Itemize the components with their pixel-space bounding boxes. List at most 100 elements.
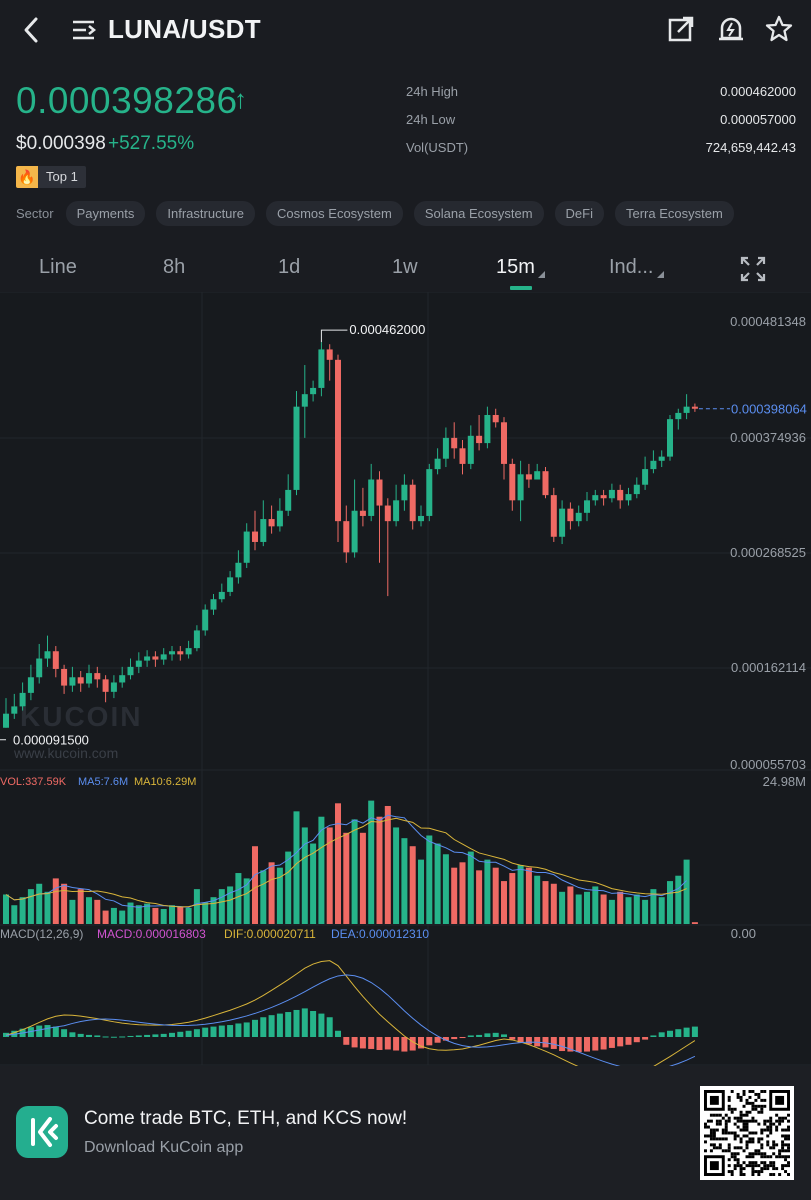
qr-module [766, 1164, 770, 1168]
qr-module [769, 1131, 773, 1135]
candle-body [492, 414, 499, 423]
qr-module [754, 1107, 758, 1111]
candle-body [426, 469, 433, 516]
sector-chip-infrastructure[interactable]: Infrastructure [156, 201, 255, 226]
volume-bar [293, 811, 300, 924]
macd-bar [667, 1030, 673, 1037]
macd-bar [293, 1009, 300, 1037]
qr-module [704, 1134, 707, 1138]
candle-body [658, 456, 665, 461]
qr-module [781, 1155, 785, 1159]
volume-bar [584, 891, 590, 924]
candle-body [667, 419, 673, 457]
candle-body [160, 654, 167, 660]
sector-chip-cosmos-ecosystem[interactable]: Cosmos Ecosystem [265, 201, 403, 226]
macd-bar [202, 1027, 209, 1037]
qr-module [757, 1110, 761, 1114]
volume-bar [368, 800, 375, 924]
stat-value: 0.000057000 [720, 112, 796, 127]
qr-module [712, 1131, 716, 1135]
macd-bar [368, 1037, 375, 1049]
qr-module [772, 1173, 776, 1176]
stat-24h-low: 24h Low 0.000057000 [406, 108, 796, 136]
sector-chip-payments[interactable]: Payments [65, 201, 146, 226]
sector-chip-terra-ecosystem[interactable]: Terra Ecosystem [614, 201, 734, 226]
macd-bar [393, 1037, 400, 1051]
macd-bar [650, 1035, 657, 1037]
price-alert-icon[interactable] [716, 14, 746, 44]
macd-bar [185, 1030, 192, 1037]
tab-indicators[interactable]: Ind... [609, 256, 664, 279]
candle-body [44, 651, 51, 659]
qr-module [748, 1140, 752, 1144]
volume-bar [575, 894, 582, 924]
tab-1w[interactable]: 1w [392, 256, 418, 278]
stat-label: 24h High [406, 84, 459, 99]
volume-bar [61, 883, 68, 924]
qr-module [769, 1125, 773, 1129]
back-arrow-icon[interactable] [18, 14, 46, 46]
macd-bar [534, 1037, 541, 1047]
macd-bar [235, 1023, 242, 1037]
candle-body [534, 471, 541, 480]
qr-module [766, 1119, 770, 1123]
qr-module [760, 1110, 764, 1114]
qr-module [784, 1143, 788, 1147]
candle-body [393, 500, 400, 522]
star-icon[interactable] [764, 14, 794, 44]
macd-bar [160, 1033, 167, 1037]
tab-label: Ind... [609, 256, 654, 278]
candle-body [135, 660, 142, 667]
pair-title[interactable]: LUNA/USDT [108, 14, 261, 44]
menu-list-icon[interactable] [70, 16, 98, 44]
qr-module [778, 1149, 782, 1153]
candle-body [418, 515, 424, 522]
candle-body [301, 394, 308, 407]
tab-15m[interactable]: 15m [496, 256, 545, 279]
price-axis-label: 0.000268525 [730, 545, 806, 560]
qr-module [739, 1098, 743, 1102]
volume-bar [193, 889, 200, 924]
qr-module [787, 1146, 790, 1150]
macd-bar [44, 1025, 51, 1037]
volume-bar [418, 859, 424, 924]
qr-module [760, 1137, 764, 1141]
kline-chart[interactable]: KUCOIN www.kucoin.com 0.000481348 0.0003… [0, 292, 811, 1066]
qr-module [739, 1128, 743, 1132]
qr-module [757, 1095, 761, 1099]
tab-line[interactable]: Line [39, 256, 77, 278]
qr-module [745, 1098, 749, 1102]
qr-module [784, 1158, 788, 1162]
volume-bar [559, 891, 566, 924]
chart-grid [0, 292, 811, 1066]
tab-1d[interactable]: 1d [278, 256, 301, 278]
qr-module [715, 1119, 719, 1123]
dropdown-triangle-icon [538, 271, 545, 278]
qr-module [739, 1110, 743, 1114]
qr-module [742, 1125, 746, 1129]
volume-bar [351, 819, 358, 924]
candle-body [467, 435, 474, 464]
qr-module [784, 1149, 788, 1153]
qr-module [745, 1110, 749, 1114]
fullscreen-icon[interactable] [740, 256, 766, 282]
tab-8h[interactable]: 8h [163, 256, 186, 278]
sector-chip-defi[interactable]: DeFi [554, 201, 604, 226]
qr-module [769, 1155, 773, 1159]
download-app-banner[interactable]: Come trade BTC, ETH, and KCS now! Downlo… [0, 1066, 811, 1200]
candle-body [633, 484, 640, 495]
qr-module [709, 1149, 713, 1153]
qr-module [787, 1134, 790, 1138]
qr-module [787, 1143, 790, 1147]
volume-bar [393, 827, 400, 924]
macd-bar [426, 1037, 433, 1046]
qr-module [760, 1098, 764, 1102]
candle-body [559, 508, 566, 537]
share-icon[interactable] [666, 14, 696, 44]
chart-canvas[interactable]: KUCOIN www.kucoin.com 0.000481348 0.0003… [0, 292, 811, 1066]
qr-module [715, 1128, 719, 1132]
volume-bar [102, 910, 109, 924]
qr-module [745, 1125, 749, 1129]
sector-chip-solana-ecosystem[interactable]: Solana Ecosystem [413, 201, 544, 226]
ma5-label: MA5:7.6M [78, 776, 128, 788]
